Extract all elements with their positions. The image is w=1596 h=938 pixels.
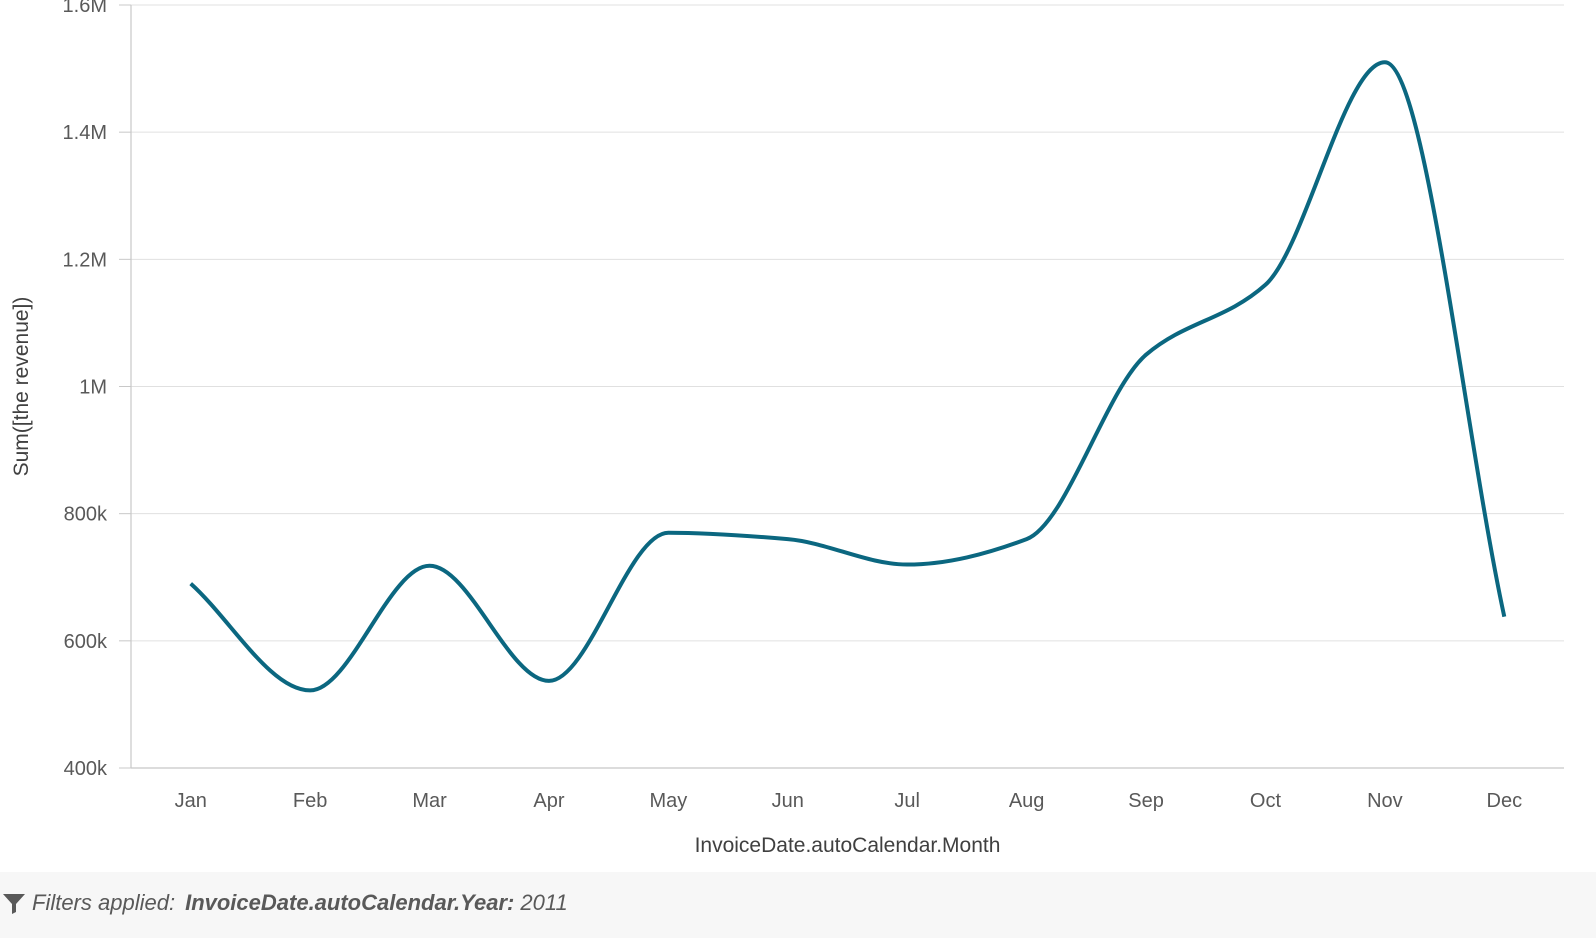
data-point [1024,536,1030,542]
filter-funnel-icon [3,894,25,914]
x-tick-label: Jun [772,790,804,812]
chart-svg: 400k 600k 800k 1M 1.2M 1.4M 1.6M Jan Feb Mar Apr Ma… [10,0,1564,857]
filter-field-value: 2011 [520,890,568,915]
filters-applied-label: Filters applied: [32,890,176,915]
revenue-series-line [189,60,1507,693]
data-point [665,530,671,536]
y-tick-label: 800k [64,504,108,526]
filters-bar: Filters applied: InvoiceDate.autoCalenda… [0,872,1596,938]
x-tick-label: Jul [894,790,920,812]
filter-field-name: InvoiceDate.autoCalendar.Year: [185,890,515,915]
line-chart: 400k 600k 800k 1M 1.2M 1.4M 1.6M Jan Feb Mar Apr Ma… [10,0,1564,857]
x-axis-title: InvoiceDate.autoCalendar.Month [695,834,1001,857]
data-point [1143,352,1149,358]
data-point [546,678,552,684]
y-tick-label: 1.6M [63,0,107,17]
data-point [904,562,910,568]
x-tick-label: Jan [175,790,207,812]
x-tick-label: Dec [1487,790,1523,812]
x-tick-label: Nov [1367,790,1403,812]
data-point [1382,59,1388,65]
data-point [427,563,433,569]
data-point [307,687,313,693]
data-point [188,581,194,587]
x-tick-label: Mar [412,790,447,812]
data-point [1262,282,1268,288]
y-axis-title: Sum([the revenue]) [10,297,33,477]
y-tick-label: 400k [64,758,108,780]
x-tick-label: Aug [1009,790,1045,812]
y-tick-label: 1M [79,377,107,399]
x-tick-label: May [649,790,687,812]
y-tick-label: 1.4M [63,122,107,144]
x-tick-label: Apr [533,790,564,812]
x-tick-label: Oct [1250,790,1282,812]
x-tick-label: Sep [1128,790,1164,812]
y-tick-label: 600k [64,631,108,653]
x-tick-label: Feb [293,790,327,812]
y-tick-label: 1.2M [63,249,107,271]
data-point [1501,614,1507,620]
data-point [785,536,791,542]
